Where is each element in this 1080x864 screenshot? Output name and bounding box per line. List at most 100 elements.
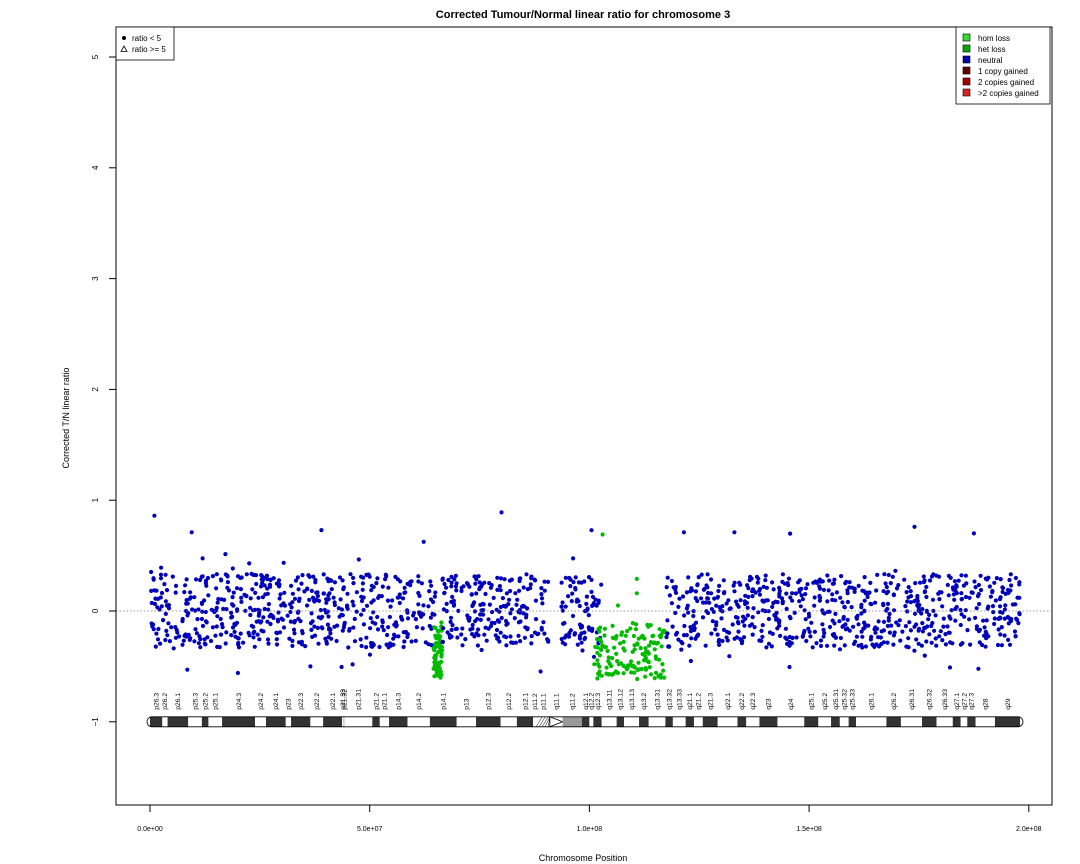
data-point <box>973 585 978 590</box>
data-point <box>988 594 994 599</box>
data-point <box>855 613 860 618</box>
data-point <box>597 653 602 658</box>
data-point <box>200 609 205 614</box>
data-point <box>414 625 419 630</box>
data-point <box>491 595 496 601</box>
data-point <box>154 588 159 593</box>
data-point <box>750 632 755 637</box>
data-point <box>239 595 244 600</box>
data-point <box>482 632 487 637</box>
data-point <box>251 624 256 630</box>
data-point <box>797 587 802 592</box>
data-point <box>638 646 643 651</box>
data-point <box>695 598 700 604</box>
data-point <box>770 631 775 637</box>
data-point <box>368 626 373 631</box>
band-q29 <box>994 716 1020 727</box>
data-point <box>326 579 331 584</box>
data-point <box>380 584 385 589</box>
state-legend-box <box>955 26 1051 105</box>
data-point <box>206 593 211 598</box>
data-point <box>648 623 653 628</box>
data-point <box>593 597 598 602</box>
data-point <box>239 599 244 605</box>
data-point <box>900 629 905 634</box>
data-point <box>992 580 997 585</box>
data-point <box>705 596 711 601</box>
band-q12.3 <box>593 716 602 727</box>
data-point <box>513 591 518 596</box>
band-label: q12.1 <box>583 693 590 710</box>
data-point <box>760 634 765 639</box>
data-point <box>364 603 370 608</box>
data-point <box>669 578 675 584</box>
data-point <box>175 630 180 635</box>
y-tick-label: 0 <box>91 608 100 613</box>
data-point <box>388 641 393 646</box>
data-point <box>251 630 256 636</box>
data-point <box>940 604 945 609</box>
data-point <box>265 637 271 642</box>
data-point <box>455 635 460 640</box>
data-point <box>593 602 598 608</box>
data-point <box>166 606 172 611</box>
band-label: q27.3 <box>969 693 976 710</box>
data-point <box>309 588 314 594</box>
data-point <box>257 637 262 642</box>
data-point <box>984 636 989 641</box>
data-point <box>659 644 664 649</box>
band-p21.2 <box>372 716 380 727</box>
band-label: p12.3 <box>486 693 493 710</box>
data-point <box>285 613 290 618</box>
data-point <box>941 624 946 629</box>
data-point <box>803 586 809 591</box>
data-point <box>745 605 750 610</box>
data-point <box>619 632 624 637</box>
data-point <box>918 580 923 585</box>
data-point <box>692 627 697 633</box>
data-point <box>759 628 764 634</box>
data-point <box>661 668 666 673</box>
data-point <box>921 580 927 585</box>
data-point <box>223 641 228 646</box>
data-point <box>504 622 509 627</box>
band-label: p12.2 <box>506 693 513 710</box>
data-point <box>449 627 454 633</box>
data-point <box>812 603 817 608</box>
data-point <box>292 631 297 636</box>
data-point <box>184 577 189 582</box>
data-point <box>964 581 969 586</box>
data-point <box>750 587 756 592</box>
data-point <box>444 609 449 614</box>
data-point <box>338 597 343 602</box>
data-point <box>760 598 765 603</box>
gvar-hatch <box>545 716 551 727</box>
shape-legend-label: ratio < 5 <box>132 34 162 43</box>
data-point <box>498 630 503 635</box>
data-point <box>817 584 822 589</box>
data-point <box>198 645 203 650</box>
data-point <box>701 587 707 592</box>
data-point <box>417 611 422 617</box>
data-point <box>169 625 174 630</box>
data-point <box>234 586 240 591</box>
data-point <box>430 611 435 617</box>
data-point <box>862 575 867 580</box>
state-legend-label: het loss <box>978 45 1006 54</box>
band-label: p21.32 <box>341 689 348 710</box>
data-point <box>645 659 650 664</box>
data-point <box>643 667 649 672</box>
data-point <box>315 593 320 599</box>
data-point <box>808 634 813 639</box>
data-point <box>629 670 634 675</box>
data-point <box>606 655 611 660</box>
data-point <box>741 635 747 640</box>
data-point <box>498 588 503 593</box>
data-point <box>745 583 750 588</box>
data-point <box>486 617 491 622</box>
data-point <box>280 617 285 622</box>
data-point <box>802 608 807 613</box>
data-point <box>902 577 907 582</box>
data-point <box>318 616 323 621</box>
data-point <box>274 637 279 642</box>
